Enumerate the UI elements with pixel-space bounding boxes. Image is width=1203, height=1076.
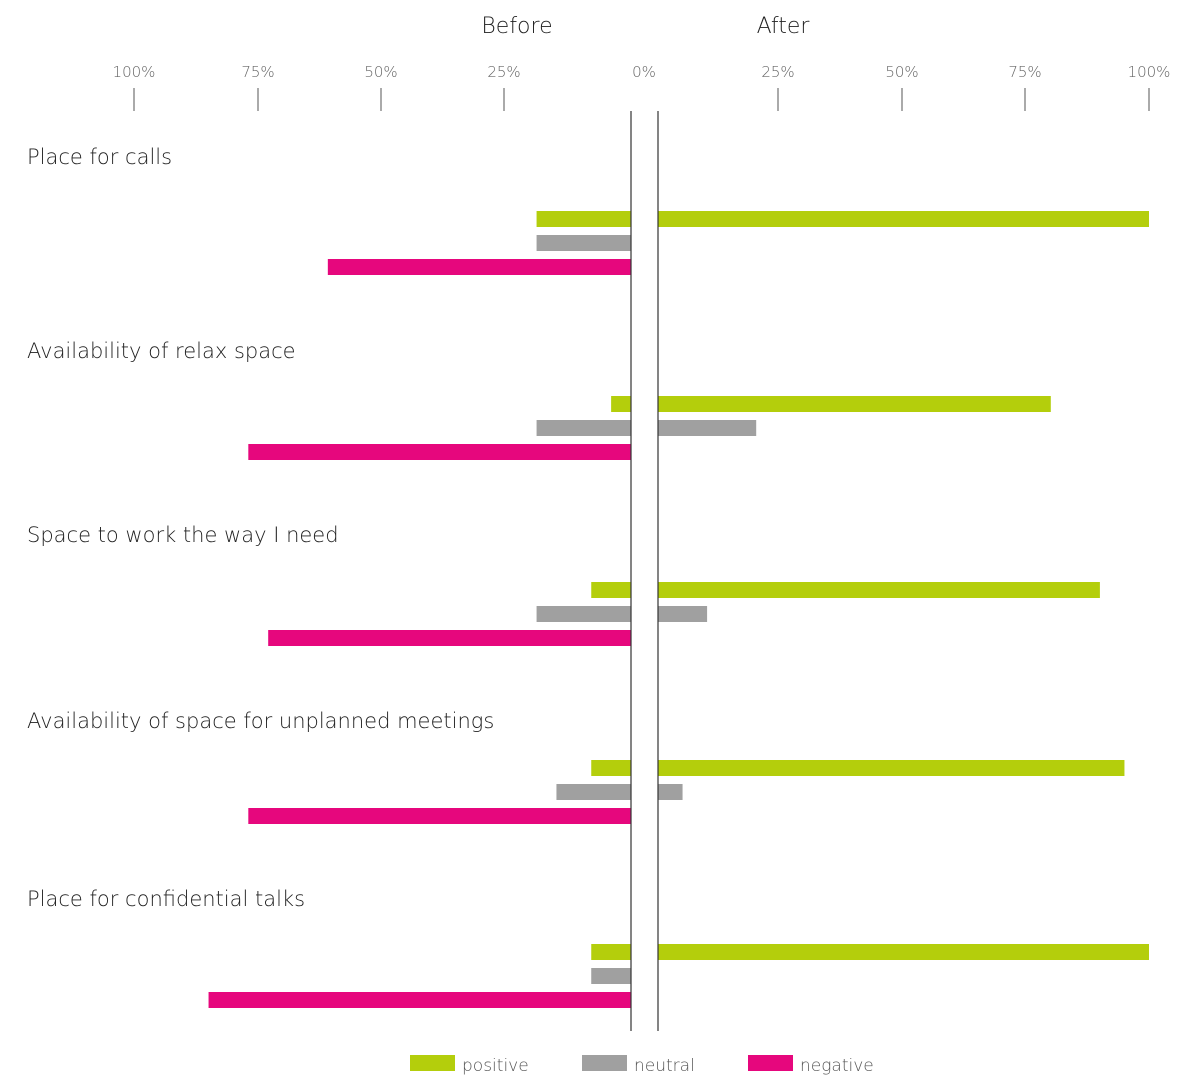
category-label: Place for calls — [27, 145, 172, 169]
bar-after-positive — [658, 396, 1051, 412]
bar-before-neutral — [536, 235, 631, 251]
legend: positive neutral negative — [410, 1055, 874, 1076]
tick-label: 50% — [885, 63, 918, 81]
bar-after-positive — [658, 582, 1100, 598]
bar-before-positive — [536, 211, 631, 227]
category-label: Availability of space for unplanned meet… — [27, 709, 494, 733]
category-label: Place for confidential talks — [27, 887, 305, 911]
bar-before-neutral — [591, 968, 631, 984]
tick-label: 75% — [1008, 63, 1041, 81]
zero-axes — [630, 111, 659, 1031]
bar-after-positive — [658, 944, 1149, 960]
tick-label: 75% — [241, 63, 274, 81]
bar-before-positive — [611, 396, 631, 412]
legend-label-negative: negative — [800, 1056, 874, 1076]
category-labels: Place for calls Availability of relax spa… — [27, 145, 494, 911]
bars — [208, 211, 1149, 1008]
bar-before-negative — [208, 992, 632, 1008]
bar-before-neutral — [536, 420, 631, 436]
bar-before-negative — [248, 808, 631, 824]
tick-label: 100% — [1128, 63, 1171, 81]
bar-before-negative — [327, 259, 631, 275]
legend-label-positive: positive — [462, 1056, 529, 1076]
category-label: Availability of relax space — [27, 339, 296, 363]
tick-label: 0% — [632, 63, 656, 81]
legend-swatch-positive — [410, 1055, 455, 1071]
legend-swatch-negative — [748, 1055, 793, 1071]
tick-label: 50% — [364, 63, 397, 81]
bar-after-neutral — [658, 420, 757, 436]
legend-label-neutral: neutral — [634, 1056, 695, 1076]
bar-before-negative — [248, 444, 631, 460]
bar-after-positive — [658, 211, 1149, 227]
bar-before-negative — [268, 630, 631, 646]
bar-before-neutral — [556, 784, 631, 800]
bar-before-positive — [591, 944, 631, 960]
bar-before-positive — [591, 582, 631, 598]
bar-after-neutral — [658, 606, 708, 622]
bar-after-positive — [658, 760, 1125, 776]
tick-label: 25% — [761, 63, 794, 81]
tick-label: 100% — [113, 63, 156, 81]
before-panel-title: Before — [481, 14, 552, 39]
tick-label: 25% — [487, 63, 520, 81]
legend-swatch-neutral — [582, 1055, 627, 1071]
axis-ticks: 100% 75% 50% 25% 0% 25% 50% 75% 100% — [113, 63, 1171, 111]
bar-before-positive — [591, 760, 631, 776]
after-panel-title: After — [757, 14, 811, 39]
bar-before-neutral — [536, 606, 631, 622]
bar-after-neutral — [658, 784, 683, 800]
category-label: Space to work the way I need — [27, 523, 339, 547]
